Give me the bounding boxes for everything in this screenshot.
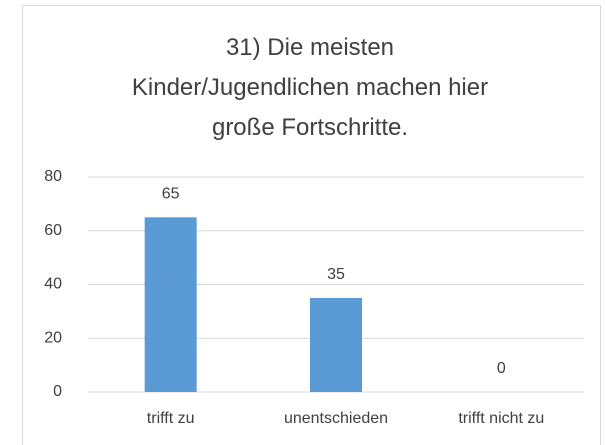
y-tick-label: 60 <box>44 222 62 239</box>
bar <box>310 297 362 392</box>
y-tick-label: 0 <box>53 383 62 400</box>
x-tick-label: unentschieden <box>284 410 388 427</box>
x-tick-label: trifft zu <box>147 410 195 427</box>
chart-border <box>22 5 601 445</box>
data-label: 35 <box>327 266 345 283</box>
data-label: 65 <box>162 186 180 203</box>
x-tick-label: trifft nicht zu <box>458 410 544 427</box>
bar <box>144 217 197 392</box>
y-tick-label: 80 <box>44 168 62 185</box>
y-tick-label: 40 <box>44 276 62 293</box>
data-label: 0 <box>497 360 506 377</box>
chart-title: 31) Die meisten Kinder/Jugendlichen mach… <box>131 34 489 141</box>
y-tick-label: 20 <box>44 329 62 346</box>
